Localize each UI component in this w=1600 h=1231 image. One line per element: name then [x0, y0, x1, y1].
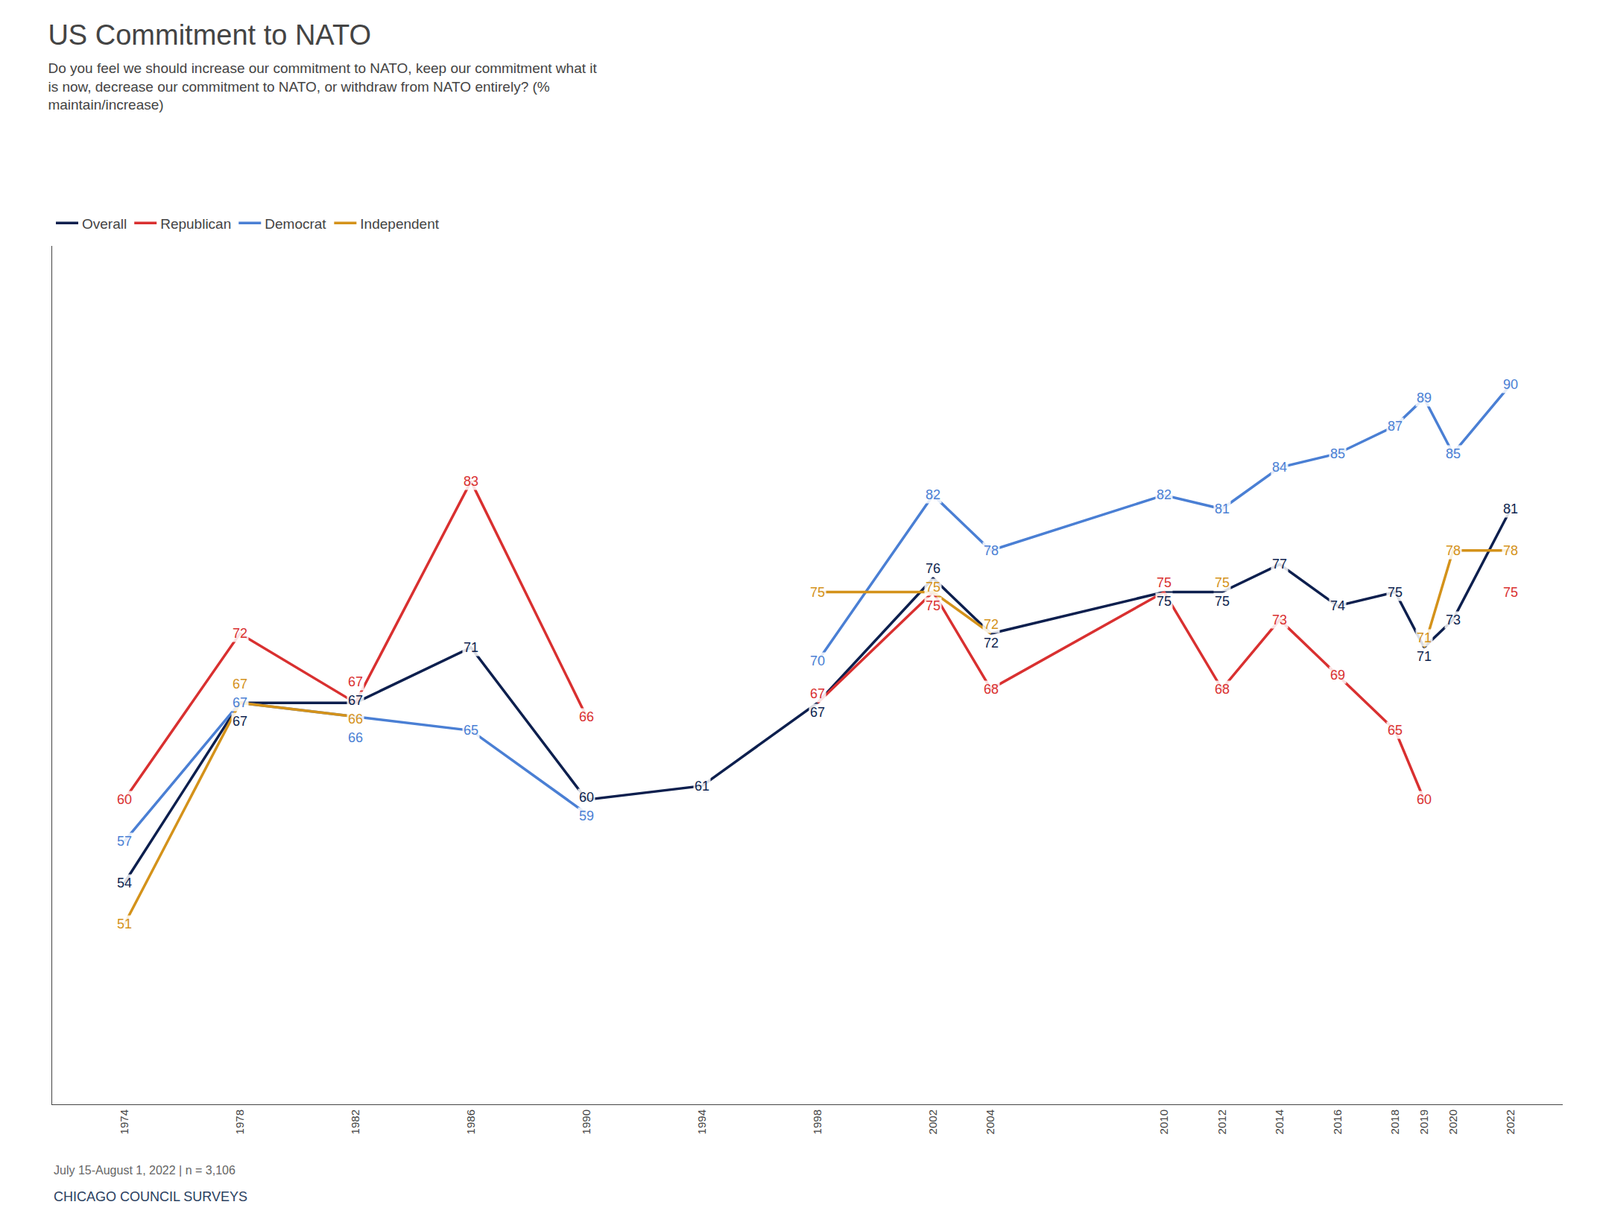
svg-text:73: 73 — [1272, 612, 1288, 628]
svg-text:69: 69 — [1330, 667, 1346, 683]
svg-text:68: 68 — [1214, 681, 1230, 697]
svg-text:89: 89 — [1416, 390, 1432, 406]
svg-text:73: 73 — [1445, 612, 1461, 628]
svg-text:2020: 2020 — [1446, 1109, 1460, 1135]
svg-text:75: 75 — [925, 598, 941, 614]
svg-text:76: 76 — [925, 561, 941, 577]
svg-text:2004: 2004 — [983, 1109, 997, 1135]
svg-text:85: 85 — [1445, 446, 1461, 462]
svg-text:67: 67 — [810, 686, 825, 702]
svg-text:Democrat: Democrat — [264, 216, 327, 232]
svg-text:61: 61 — [694, 778, 710, 794]
svg-text:75: 75 — [1156, 575, 1172, 591]
svg-text:87: 87 — [1387, 418, 1403, 434]
svg-text:1990: 1990 — [579, 1109, 593, 1135]
svg-text:68: 68 — [983, 681, 999, 697]
svg-text:1998: 1998 — [810, 1109, 824, 1135]
svg-text:75: 75 — [1503, 585, 1519, 600]
svg-text:67: 67 — [348, 693, 363, 708]
svg-text:54: 54 — [117, 875, 132, 891]
svg-text:59: 59 — [579, 808, 594, 824]
svg-text:1986: 1986 — [464, 1109, 477, 1135]
svg-text:Do you feel we should increase: Do you feel we should increase our commi… — [47, 60, 597, 113]
svg-text:77: 77 — [1272, 556, 1288, 572]
svg-text:78: 78 — [1503, 543, 1519, 559]
svg-text:1982: 1982 — [348, 1109, 362, 1135]
svg-text:Republican: Republican — [160, 216, 232, 232]
svg-text:75: 75 — [925, 579, 941, 595]
svg-text:75: 75 — [1214, 593, 1230, 609]
svg-text:2010: 2010 — [1157, 1109, 1171, 1135]
svg-text:1978: 1978 — [233, 1109, 246, 1135]
svg-text:81: 81 — [1503, 501, 1519, 517]
svg-text:70: 70 — [810, 653, 825, 669]
svg-text:66: 66 — [348, 711, 363, 727]
svg-text:82: 82 — [1156, 487, 1172, 503]
svg-text:71: 71 — [1416, 649, 1432, 664]
svg-text:US Commitment to NATO: US Commitment to NATO — [47, 19, 372, 51]
svg-text:66: 66 — [579, 709, 594, 725]
svg-text:2019: 2019 — [1417, 1109, 1431, 1135]
svg-text:67: 67 — [232, 695, 248, 711]
svg-text:57: 57 — [117, 833, 132, 849]
svg-text:72: 72 — [983, 635, 999, 651]
svg-text:CHICAGO COUNCIL SURVEYS: CHICAGO COUNCIL SURVEYS — [53, 1189, 248, 1205]
svg-text:2012: 2012 — [1215, 1109, 1229, 1135]
svg-text:2014: 2014 — [1272, 1109, 1286, 1135]
svg-text:2002: 2002 — [926, 1109, 939, 1135]
svg-text:2018: 2018 — [1388, 1109, 1402, 1135]
svg-text:66: 66 — [348, 730, 363, 746]
svg-text:1994: 1994 — [695, 1109, 708, 1135]
svg-text:72: 72 — [983, 617, 999, 632]
svg-text:Independent: Independent — [359, 216, 439, 232]
svg-text:51: 51 — [117, 916, 132, 932]
svg-text:65: 65 — [1387, 722, 1403, 738]
svg-text:67: 67 — [232, 676, 248, 692]
svg-text:Overall: Overall — [81, 216, 127, 232]
svg-text:78: 78 — [983, 543, 999, 559]
svg-text:1974: 1974 — [117, 1109, 131, 1135]
svg-text:75: 75 — [1156, 593, 1172, 609]
svg-text:July 15-August 1, 2022 | n = 3: July 15-August 1, 2022 | n = 3,106 — [53, 1164, 236, 1177]
svg-text:60: 60 — [1416, 792, 1432, 808]
svg-text:74: 74 — [1330, 598, 1346, 614]
svg-text:75: 75 — [1387, 585, 1403, 600]
svg-text:67: 67 — [348, 674, 363, 690]
svg-text:85: 85 — [1330, 446, 1346, 462]
svg-text:60: 60 — [117, 792, 132, 808]
svg-text:90: 90 — [1503, 377, 1519, 392]
svg-text:78: 78 — [1445, 543, 1461, 559]
svg-text:71: 71 — [1416, 630, 1432, 646]
svg-text:75: 75 — [1214, 575, 1230, 591]
svg-text:72: 72 — [232, 625, 248, 641]
svg-text:71: 71 — [463, 640, 479, 656]
svg-text:75: 75 — [810, 585, 825, 600]
svg-text:65: 65 — [463, 722, 479, 738]
svg-text:83: 83 — [463, 473, 479, 489]
svg-text:67: 67 — [232, 713, 248, 729]
svg-text:84: 84 — [1272, 459, 1288, 475]
svg-text:81: 81 — [1214, 501, 1230, 517]
svg-text:67: 67 — [810, 704, 825, 720]
svg-text:2022: 2022 — [1503, 1109, 1517, 1135]
svg-text:82: 82 — [925, 487, 941, 503]
svg-text:2016: 2016 — [1330, 1109, 1344, 1135]
svg-text:60: 60 — [579, 789, 594, 805]
